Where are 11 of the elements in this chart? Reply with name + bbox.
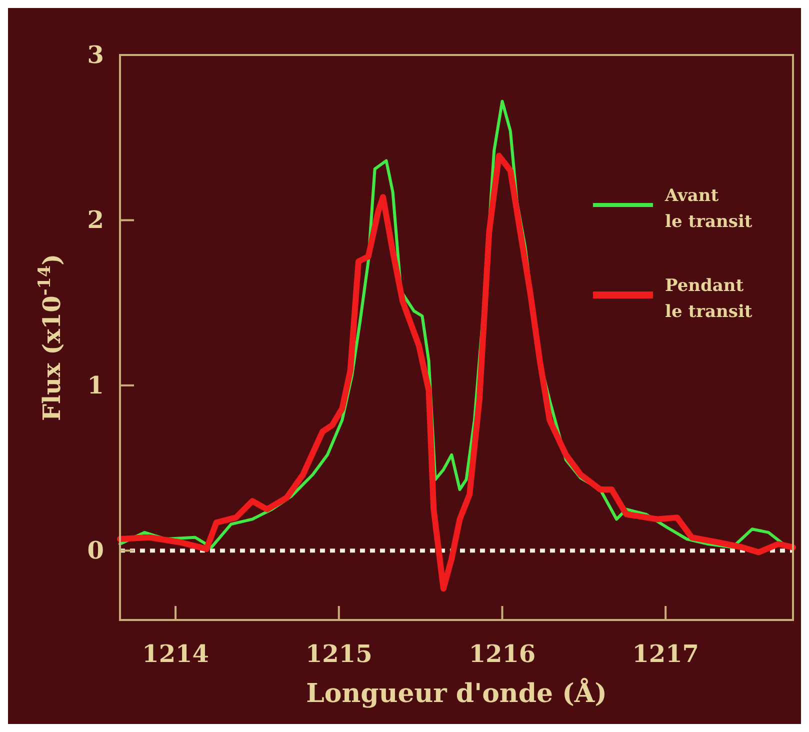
legend-label: Pendant le transit (665, 276, 752, 322)
legend-label: Avant le transit (664, 186, 752, 232)
x-tick-label: 1216 (468, 639, 536, 668)
x-tick-label: 1214 (142, 639, 209, 668)
y-tick-label: 0 (87, 536, 104, 565)
y-tick-label: 3 (87, 40, 104, 69)
x-tick-label: 1215 (305, 639, 372, 668)
y-tick-label: 2 (87, 205, 104, 234)
y-tick-label: 1 (87, 370, 104, 400)
x-tick-label: 1217 (632, 639, 699, 668)
x-axis-title: Longueur d'onde (Å) (306, 677, 607, 709)
